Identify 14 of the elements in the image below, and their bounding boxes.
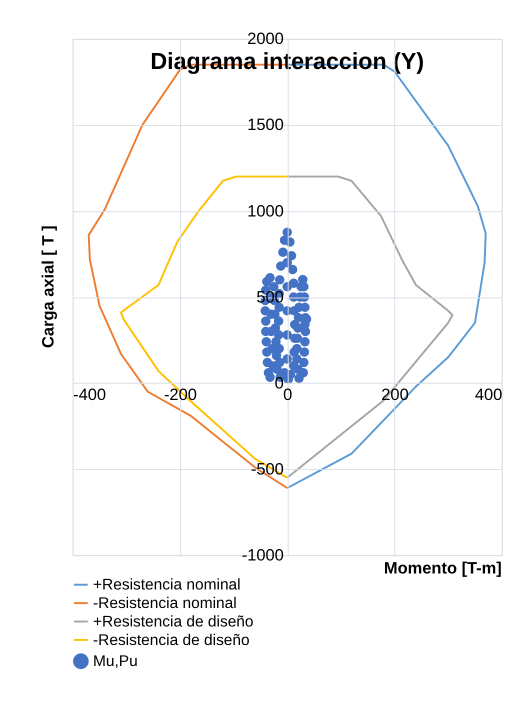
legend-label: +Resistencia nominal (92, 576, 241, 594)
legend-label: Mu,Pu (92, 653, 138, 670)
legend-label: +Resistencia de diseño (92, 613, 254, 630)
y-tick-label: -1000 (242, 546, 284, 565)
x-tick-label: -400 (73, 386, 106, 404)
y-tick-label: 1000 (247, 202, 284, 220)
legend-label: -Resistencia de diseño (92, 632, 250, 649)
x-tick-label: 200 (381, 386, 409, 404)
y-tick-label: 1500 (247, 116, 284, 134)
x-tick-label: 400 (474, 386, 502, 404)
y-axis-title: Carga axial [ T ] (39, 225, 58, 348)
legend-label: -Resistencia nominal (92, 594, 237, 612)
y-tick-label: 2000 (247, 30, 284, 48)
x-axis-title: Momento [T-m] (384, 560, 502, 578)
